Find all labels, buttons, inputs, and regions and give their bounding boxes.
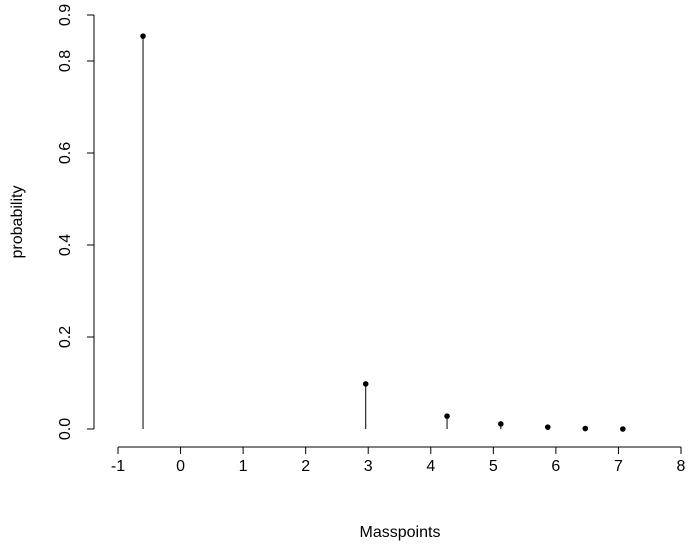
- x-tick-label: 7: [614, 458, 623, 475]
- x-tick-label: 4: [426, 458, 435, 475]
- stem-point: [362, 381, 369, 387]
- x-tick-label: -1: [111, 458, 125, 475]
- stem-point: [498, 421, 504, 427]
- stem-point: [444, 413, 450, 419]
- y-axis-label: probability: [9, 186, 26, 259]
- y-tick-label: 0.9: [57, 4, 74, 26]
- y-tick-label: 0.2: [57, 326, 74, 348]
- y-tick-label: 0.6: [57, 142, 74, 164]
- x-tick-label: 3: [364, 458, 373, 475]
- stem-point: [544, 424, 551, 430]
- x-tick-label: 1: [239, 458, 248, 475]
- x-tick-label: 2: [301, 458, 310, 475]
- y-tick-label: 0.0: [57, 418, 74, 440]
- x-tick-label: 5: [489, 458, 498, 475]
- x-tick-label: 8: [677, 458, 686, 475]
- y-tick-label: 0.4: [57, 234, 74, 256]
- y-tick-label: 0.8: [57, 50, 74, 72]
- x-axis-label: Masspoints: [360, 524, 441, 541]
- stem-point: [140, 33, 146, 39]
- stem-point: [582, 425, 589, 432]
- x-tick-label: 6: [551, 458, 560, 475]
- x-tick-label: 0: [176, 458, 185, 475]
- stem-point: [620, 426, 626, 432]
